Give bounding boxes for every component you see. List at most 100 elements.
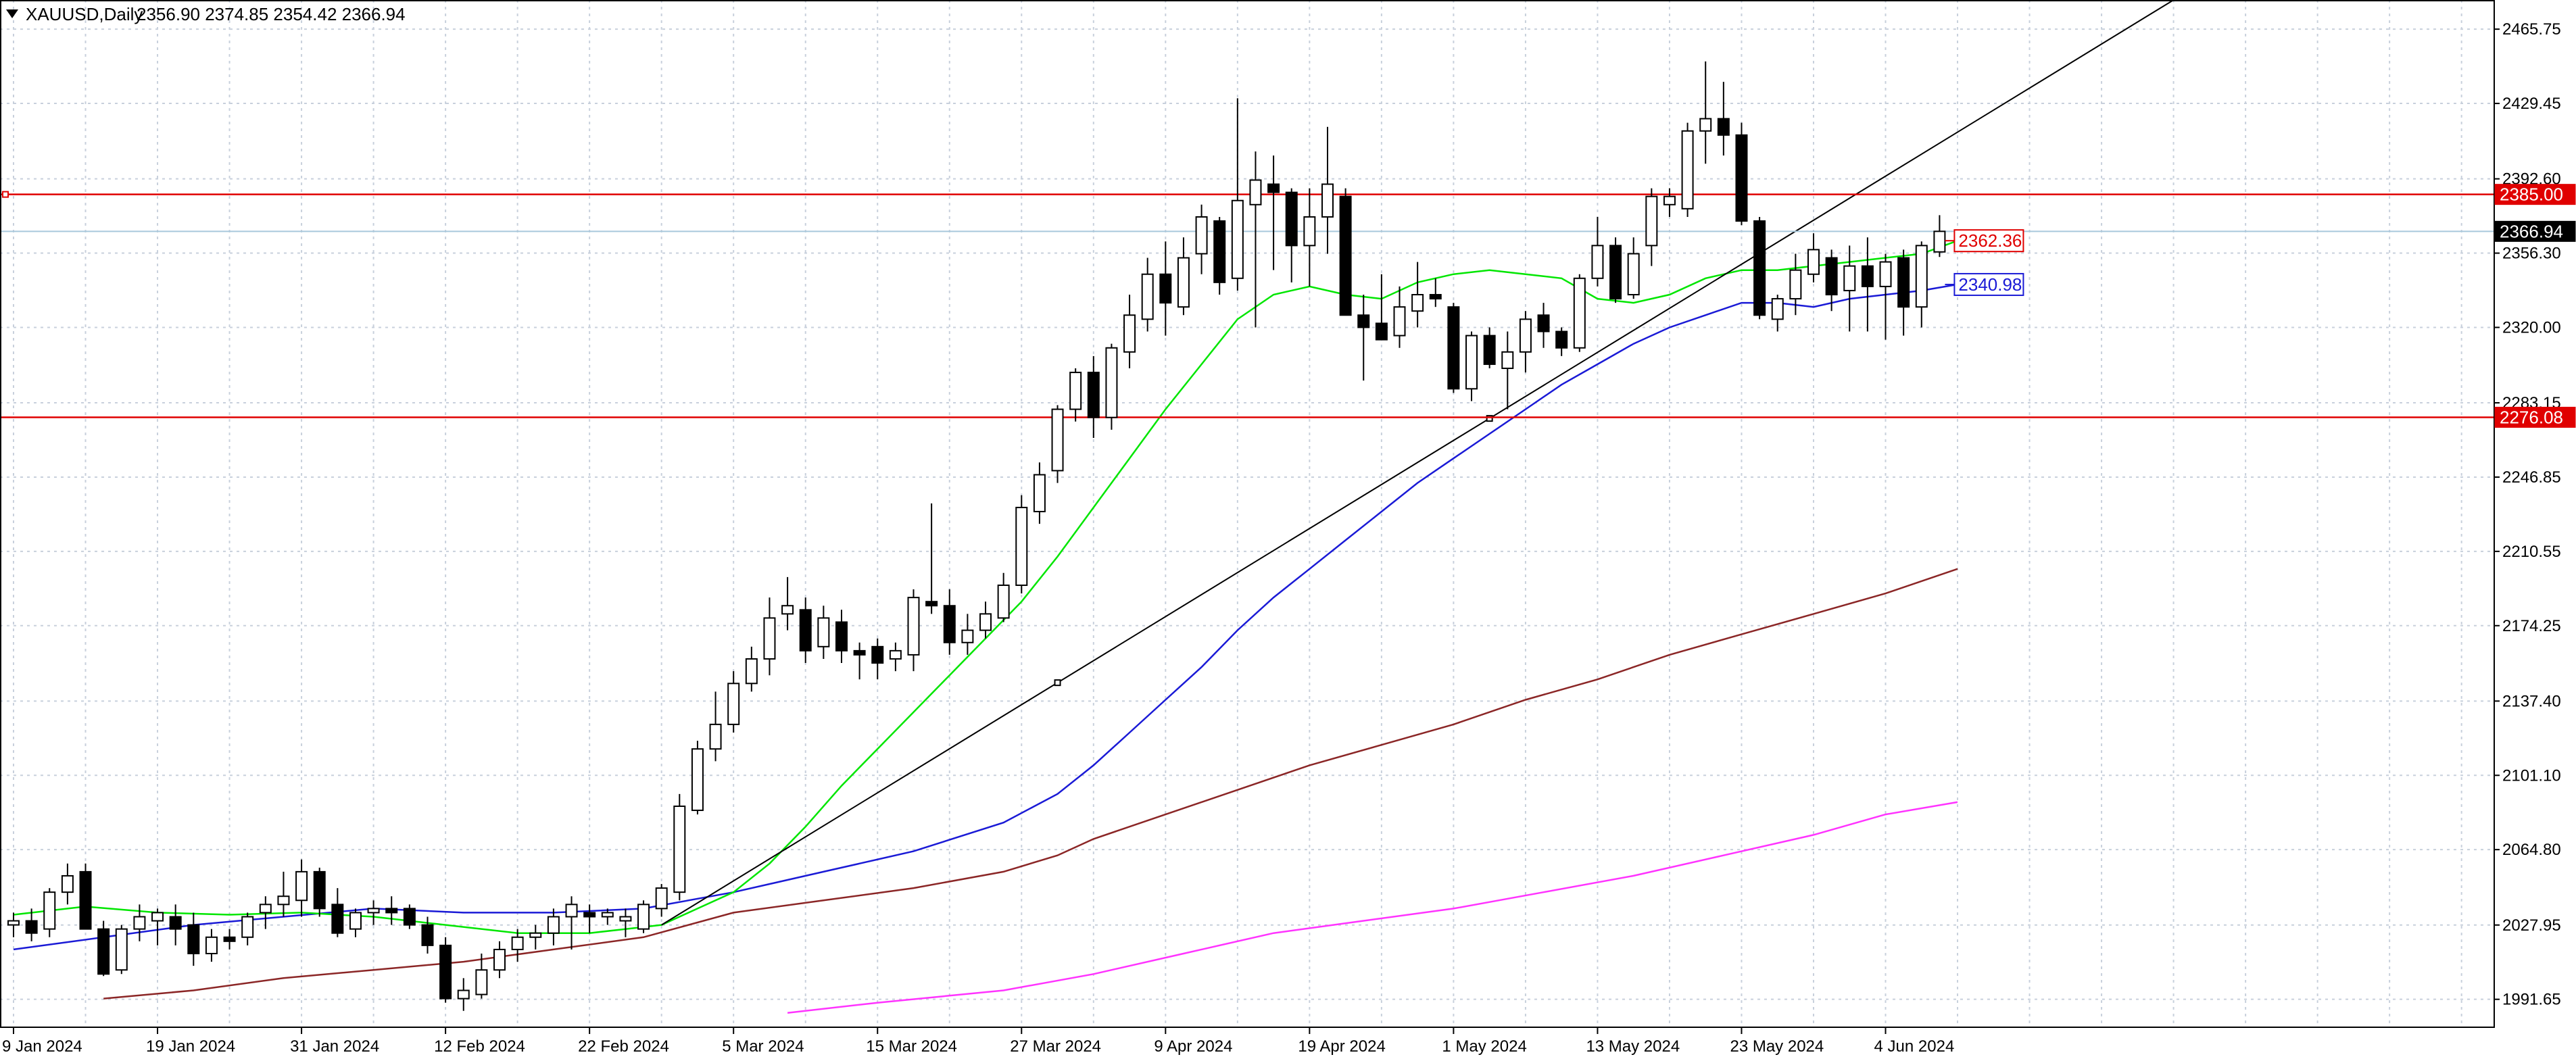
candle bbox=[187, 912, 200, 966]
candle bbox=[439, 937, 452, 1003]
candle-body bbox=[745, 658, 758, 685]
level-tag-bg bbox=[2494, 406, 2576, 428]
candle-body bbox=[673, 805, 686, 893]
candle-body bbox=[1321, 183, 1334, 218]
candle bbox=[1069, 368, 1082, 422]
candle-body bbox=[1303, 216, 1316, 247]
candle bbox=[259, 896, 272, 929]
candle-body bbox=[583, 912, 596, 918]
candle-body bbox=[637, 904, 650, 930]
candle bbox=[1159, 241, 1172, 336]
candle bbox=[1519, 311, 1532, 373]
x-tick-label: 27 Mar 2024 bbox=[1010, 1037, 1101, 1056]
candle-body bbox=[1879, 261, 1892, 287]
candle bbox=[385, 896, 398, 925]
x-tick-label: 1 May 2024 bbox=[1442, 1037, 1526, 1056]
candle bbox=[1501, 331, 1514, 410]
candle-body bbox=[367, 908, 380, 914]
candle bbox=[1429, 278, 1442, 307]
candle-body bbox=[439, 944, 452, 1000]
candle-body bbox=[1267, 183, 1280, 193]
candle bbox=[1411, 262, 1424, 328]
candle bbox=[1465, 331, 1478, 401]
candle-body bbox=[385, 908, 398, 914]
candle-body bbox=[709, 723, 722, 750]
level-tag: 2385.00 bbox=[2500, 184, 2563, 205]
x-tick-label: 5 Mar 2024 bbox=[722, 1037, 804, 1056]
y-tick-label: 2027.95 bbox=[2502, 916, 2561, 935]
candle bbox=[277, 871, 290, 917]
moving-average-layer bbox=[13, 0, 2174, 1014]
candle-body bbox=[1789, 269, 1802, 300]
candle bbox=[511, 929, 524, 962]
candle bbox=[61, 863, 74, 905]
candle bbox=[565, 896, 578, 950]
candle-body bbox=[1933, 230, 1946, 253]
candle-body bbox=[763, 617, 776, 660]
dropdown-triangle-icon[interactable] bbox=[6, 9, 18, 18]
candle bbox=[1285, 188, 1298, 282]
candle bbox=[583, 904, 596, 933]
candle bbox=[1915, 241, 1928, 328]
x-tick-label: 9 Apr 2024 bbox=[1154, 1037, 1232, 1056]
candle-body bbox=[1555, 330, 1568, 349]
candle bbox=[1015, 495, 1028, 594]
x-tick-label: 15 Mar 2024 bbox=[866, 1037, 957, 1056]
ma-green-line bbox=[13, 240, 1958, 934]
symbol-label: XAUUSD,Daily bbox=[26, 4, 143, 24]
candle bbox=[1177, 237, 1190, 316]
candle-body bbox=[1627, 253, 1640, 296]
candle bbox=[889, 642, 902, 672]
candle-body bbox=[547, 916, 560, 934]
candle-body bbox=[1771, 298, 1784, 320]
candle-body bbox=[97, 928, 110, 975]
candle-body bbox=[871, 645, 884, 664]
candle bbox=[1825, 249, 1838, 312]
ma-magenta-line bbox=[787, 801, 1958, 1014]
candle bbox=[1267, 155, 1280, 270]
x-tick-label: 9 Jan 2024 bbox=[2, 1037, 82, 1056]
x-tick-label: 4 Jun 2024 bbox=[1874, 1037, 1955, 1056]
candle bbox=[1231, 98, 1244, 291]
current-price-tag: 2366.94 bbox=[2500, 221, 2563, 241]
candle bbox=[979, 601, 992, 639]
candle-body bbox=[1429, 294, 1442, 300]
candle-body bbox=[997, 584, 1010, 619]
candle-body bbox=[1447, 306, 1460, 390]
candle bbox=[1483, 327, 1496, 369]
ma-brown-line bbox=[103, 568, 1958, 1000]
candle-body bbox=[799, 609, 812, 651]
candle bbox=[1627, 237, 1640, 299]
candle-body bbox=[1177, 257, 1190, 308]
candle bbox=[1321, 126, 1334, 254]
candle-body bbox=[727, 683, 740, 725]
y-tick-label: 2210.55 bbox=[2502, 543, 2561, 561]
ohlc-label: 2356.90 2374.85 2354.42 2366.94 bbox=[137, 4, 406, 24]
candle bbox=[403, 904, 416, 929]
candle bbox=[1123, 295, 1136, 369]
trend-anchor bbox=[1486, 415, 1493, 422]
candle-body bbox=[1375, 322, 1388, 341]
candle-body bbox=[1735, 134, 1748, 222]
candle bbox=[1213, 216, 1226, 295]
candle-body bbox=[1537, 314, 1550, 333]
candle bbox=[1717, 82, 1730, 156]
candle-body bbox=[1141, 273, 1154, 320]
candle-body bbox=[1411, 294, 1424, 312]
candle bbox=[169, 904, 182, 945]
price-tag-layer: 2385.00 2276.08 2366.94 2362.36 2340.98 bbox=[1945, 184, 2576, 428]
candle-body bbox=[259, 904, 272, 914]
candle-body bbox=[61, 875, 74, 893]
candle bbox=[709, 691, 722, 762]
candle-body bbox=[205, 936, 218, 954]
candle-body bbox=[511, 936, 524, 950]
candle-body bbox=[1213, 220, 1226, 283]
candle bbox=[1357, 295, 1370, 381]
candle bbox=[1087, 355, 1100, 438]
candle-body bbox=[1249, 179, 1262, 205]
candle bbox=[1033, 462, 1046, 524]
candle bbox=[997, 572, 1010, 622]
candle bbox=[781, 576, 794, 631]
candle-body bbox=[1339, 195, 1352, 316]
